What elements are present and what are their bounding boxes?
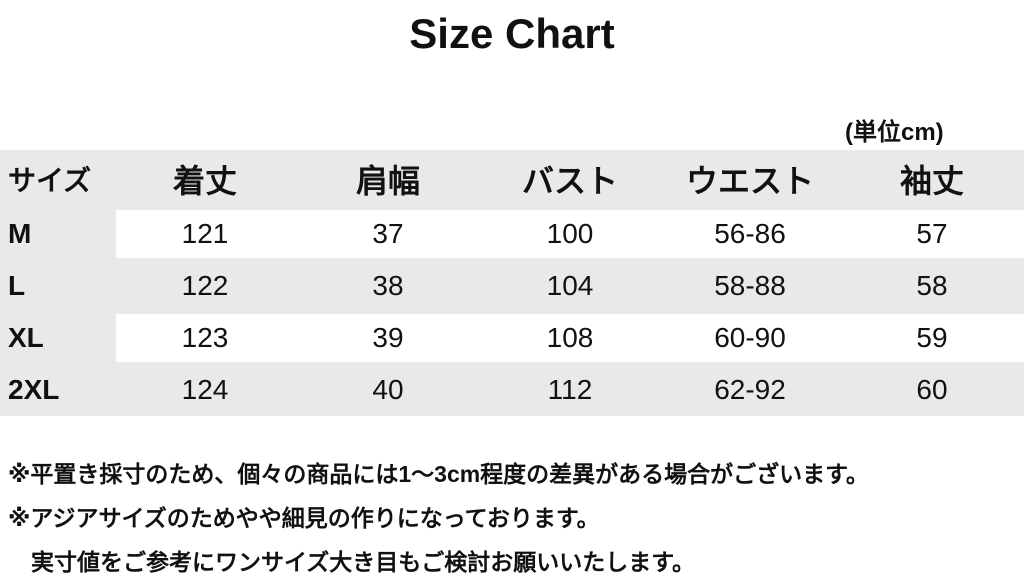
table-cell: 39 — [372, 322, 404, 353]
notes: ※平置き採寸のため、個々の商品には1～3cm程度の差異がある場合がございます。 … — [8, 452, 869, 584]
table-row: L 122 38 104 58-88 58 — [0, 260, 1024, 312]
table-cell: 38 — [372, 270, 404, 301]
table-cell: L — [8, 270, 26, 301]
table-row: XL 123 39 108 60-90 59 — [0, 312, 1024, 364]
table-cell: 58 — [916, 270, 948, 301]
table-cell: 2XL — [8, 374, 60, 405]
table-cell: 108 — [546, 322, 594, 353]
table-cell: 40 — [372, 374, 404, 405]
table-cell: 122 — [181, 270, 229, 301]
note-2: ※アジアサイズのためやや細見の作りになっております。 — [8, 505, 600, 531]
size-table: サイズ 着丈 肩幅 バスト ウエスト 袖丈 M 121 37 100 56-86 57 L 122 38 10… — [0, 150, 1024, 416]
table-cell: 100 — [546, 218, 594, 249]
unit-label: (単位cm) — [845, 119, 944, 146]
table-cell: 104 — [546, 270, 594, 301]
note-1: ※平置き採寸のため、個々の商品には1～3cm程度の差異がある場合がございます。 — [8, 461, 869, 487]
table-cell: 121 — [181, 218, 229, 249]
column-header: ウエスト — [685, 163, 814, 199]
table-cell: 37 — [372, 218, 404, 249]
table-cell: 124 — [181, 374, 229, 405]
table-cell: 60-90 — [714, 322, 786, 353]
table-cell: 57 — [916, 218, 948, 249]
table-row: M 121 37 100 56-86 57 — [0, 208, 1024, 260]
column-header: 肩幅 — [355, 163, 420, 199]
table-cell: XL — [8, 322, 44, 353]
table-header: サイズ 着丈 肩幅 バスト ウエスト 袖丈 — [0, 150, 1024, 208]
column-header: 袖丈 — [899, 163, 964, 199]
table-cell: 112 — [547, 374, 593, 405]
table-cell: 60 — [916, 374, 948, 405]
table-cell: 59 — [916, 322, 948, 353]
column-header: サイズ — [8, 165, 92, 196]
table-cell: 62-92 — [714, 374, 786, 405]
column-header: 着丈 — [172, 163, 237, 199]
table-cell: M — [8, 218, 32, 249]
column-header: バスト — [521, 163, 618, 199]
page-title: Size Chart — [409, 10, 615, 57]
table-row: 2XL 124 40 112 62-92 60 — [0, 364, 1024, 416]
note-3: 実寸値をご参考にワンサイズ大き目もご検討お願いいたします。 — [8, 549, 696, 575]
table-cell: 56-86 — [714, 218, 786, 249]
table-cell: 58-88 — [714, 270, 786, 301]
table-cell: 123 — [181, 322, 229, 353]
